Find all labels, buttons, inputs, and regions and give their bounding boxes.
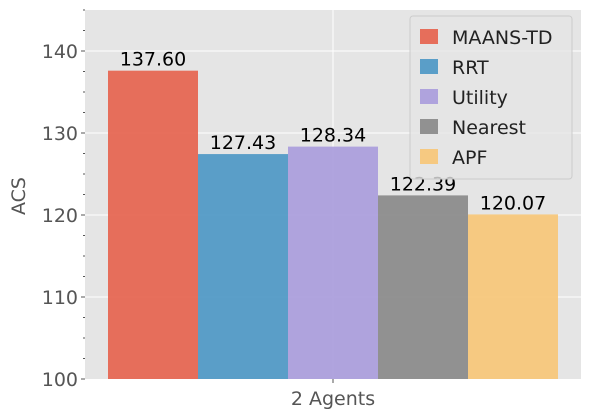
x-tick-label: 2 Agents bbox=[291, 388, 375, 410]
bar-apf bbox=[468, 214, 558, 379]
bar-rrt bbox=[198, 154, 288, 379]
data-label-maans-td: 137.60 bbox=[120, 49, 186, 71]
legend-label: RRT bbox=[452, 57, 489, 79]
legend-box bbox=[409, 15, 573, 180]
bar-maans-td bbox=[108, 70, 198, 380]
legend-label: Utility bbox=[452, 87, 508, 109]
data-label-utility: 128.34 bbox=[300, 125, 366, 147]
minor-ticks bbox=[81, 9, 85, 380]
legend-swatch bbox=[420, 149, 438, 164]
bar-nearest bbox=[378, 195, 468, 379]
y-tick-label: 110 bbox=[42, 287, 78, 309]
y-axis-label: ACS bbox=[8, 177, 30, 215]
legend: MAANS-TD RRT Utility Nearest APF bbox=[409, 15, 573, 180]
y-tick-label: 130 bbox=[42, 123, 78, 145]
legend-swatch bbox=[420, 59, 438, 74]
y-tick-label: 120 bbox=[42, 205, 78, 227]
legend-swatch bbox=[420, 89, 438, 104]
legend-swatch bbox=[420, 29, 438, 44]
data-label-rrt: 127.43 bbox=[210, 132, 276, 154]
bar-utility bbox=[288, 146, 378, 379]
y-tick-labels: 100 110 120 130 140 bbox=[42, 41, 78, 391]
data-label-apf: 120.07 bbox=[480, 192, 546, 214]
bars bbox=[108, 70, 558, 380]
legend-label: MAANS-TD bbox=[452, 27, 553, 49]
y-tick-label: 100 bbox=[42, 369, 78, 391]
legend-swatch bbox=[420, 119, 438, 134]
y-tick-label: 140 bbox=[42, 41, 78, 63]
x-tick-labels: 2 Agents bbox=[291, 379, 375, 410]
legend-label: Nearest bbox=[452, 117, 526, 139]
legend-label: APF bbox=[452, 147, 487, 169]
